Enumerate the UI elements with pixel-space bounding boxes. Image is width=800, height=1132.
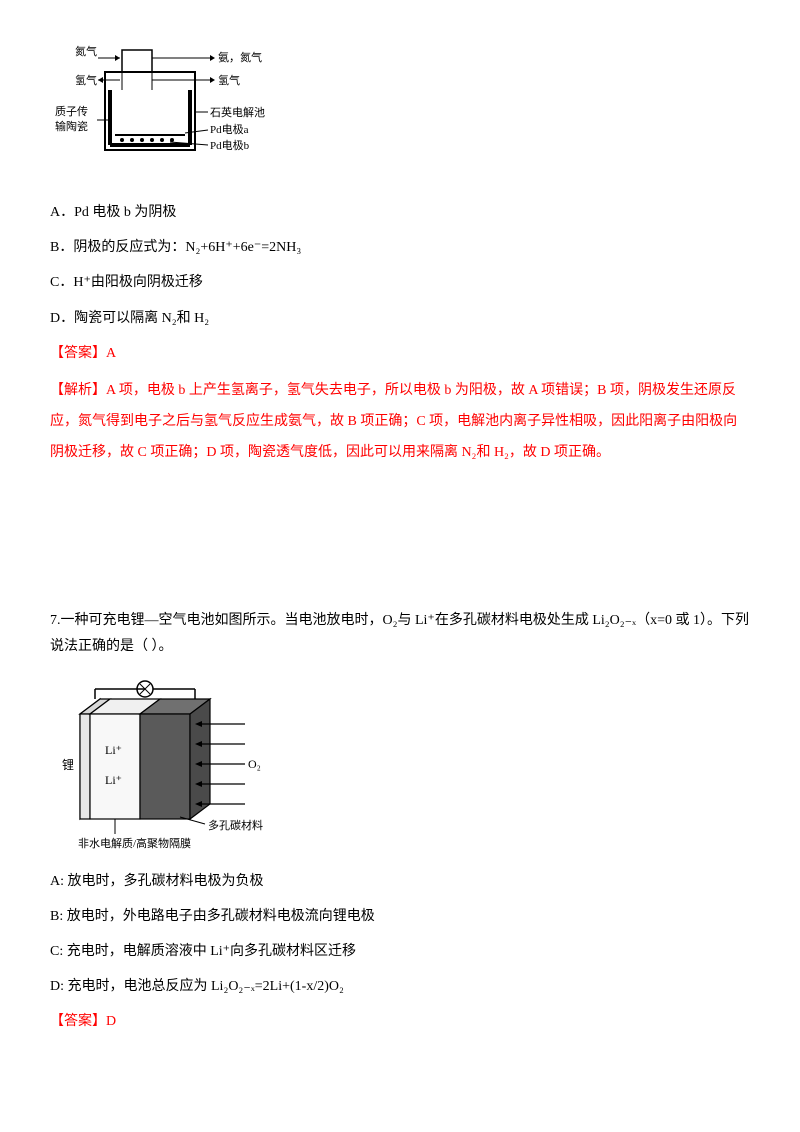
option-6d: D．陶瓷可以隔离 N₂和 H₂ [50, 306, 750, 331]
answer-7: 【答案】D [50, 1009, 750, 1034]
option-7a: A: 放电时，多孔碳材料电极为负极 [50, 869, 750, 894]
option-7d: D: 充电时，电池总反应为 Li₂O₂₋ₓ=2Li+(1-x/2)O₂ [50, 974, 750, 999]
n2-nh3-label: 氨，氮气 [218, 50, 262, 64]
li-ion-1: Li⁺ [105, 743, 122, 757]
li-air-battery-diagram: Li⁺ Li⁺ 锂 O₂ 多孔碳材料 非水电解质/高聚物隔膜 [50, 669, 750, 859]
option-6b: B．阴极的反应式为：N₂+6H⁺+6e⁻=2NH₃ [50, 235, 750, 260]
quartz-label: 石英电解池 [210, 105, 265, 119]
electrolyte-label: 非水电解质/高聚物隔膜 [78, 836, 191, 850]
h2-in-label: 氢气 [75, 73, 97, 87]
electrolysis-diagram: 氮气 氨，氮气 氢气 氢气 质子传 输陶瓷 石英电解池 Pd电极a Pd电极b [50, 40, 750, 190]
pd-a-label: Pd电极a [210, 122, 249, 136]
carbon-label: 多孔碳材料 [208, 818, 263, 832]
svg-text:输陶瓷: 输陶瓷 [55, 119, 88, 133]
n2-label: 氮气 [75, 44, 97, 58]
option-7c: C: 充电时，电解质溶液中 Li⁺向多孔碳材料区迁移 [50, 939, 750, 964]
option-6c: C．H⁺由阳极向阴极迁移 [50, 270, 750, 295]
question-7: 7.一种可充电锂—空气电池如图所示。当电池放电时，O₂与 Li⁺在多孔碳材料电极… [50, 608, 750, 658]
li-label: 锂 [62, 757, 74, 772]
o2-label: O₂ [248, 757, 261, 771]
li-ion-2: Li⁺ [105, 773, 122, 787]
pd-b-label: Pd电极b [210, 138, 250, 152]
proton-ceramic-label: 质子传 [55, 105, 88, 118]
option-6a: A．Pd 电极 b 为阴极 [50, 200, 750, 225]
answer-6: 【答案】A [50, 341, 750, 366]
h2-out-label: 氢气 [218, 73, 240, 87]
option-7b: B: 放电时，外电路电子由多孔碳材料电极流向锂电极 [50, 904, 750, 929]
analysis-6: 【解析】A 项，电极 b 上产生氢离子，氢气失去电子，所以电极 b 为阳极，故 … [50, 376, 750, 468]
